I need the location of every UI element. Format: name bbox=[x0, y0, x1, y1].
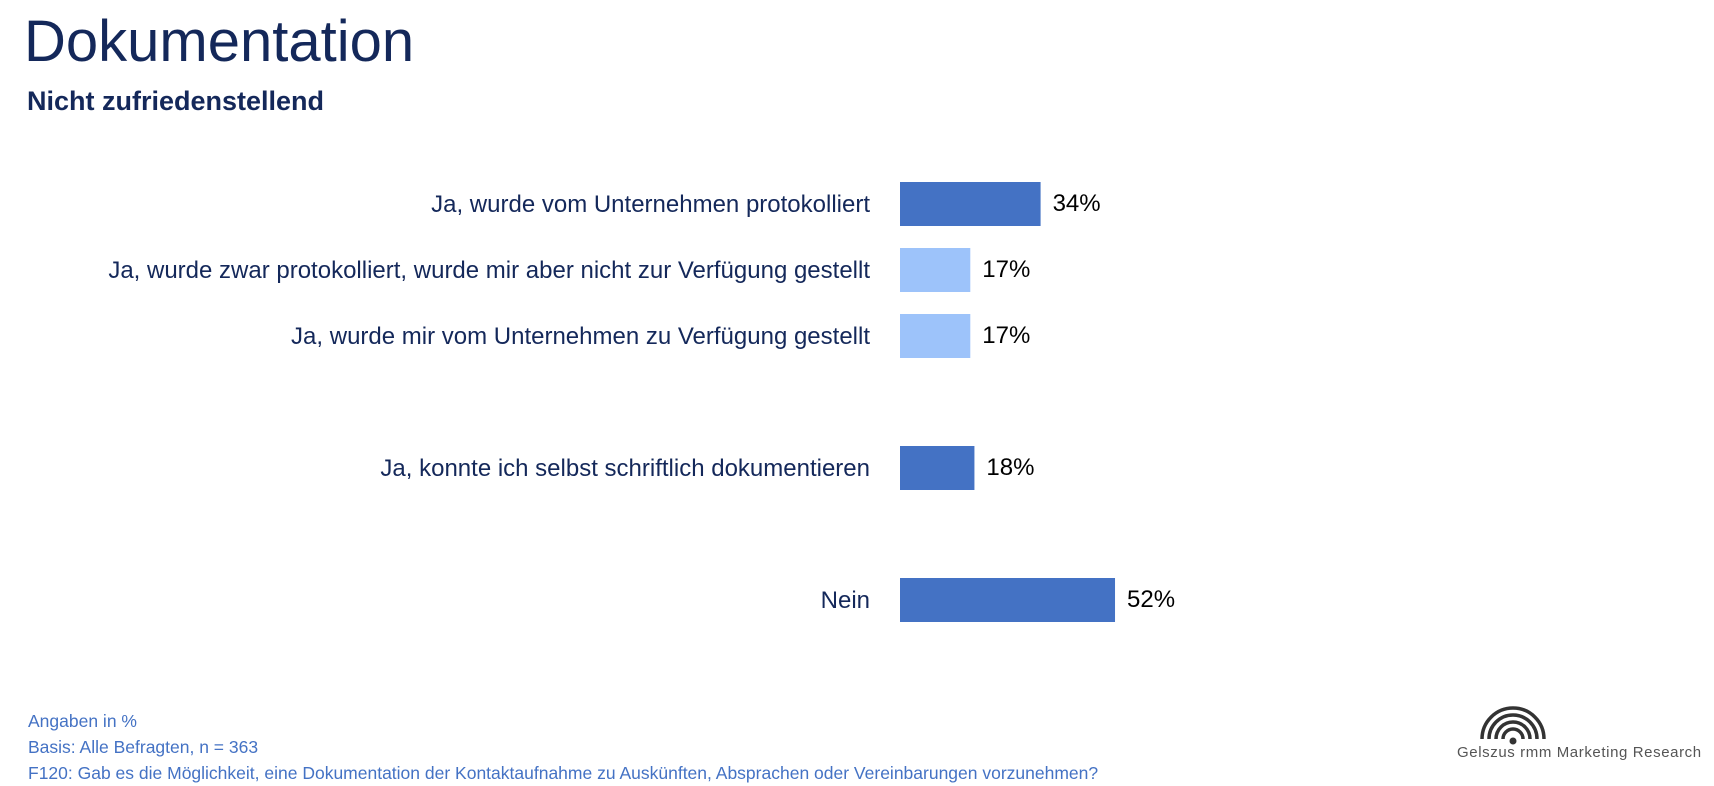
page-title: Dokumentation bbox=[24, 9, 415, 74]
bar bbox=[900, 446, 975, 490]
footer-question: F120: Gab es die Möglichkeit, eine Dokum… bbox=[28, 763, 1099, 783]
category-label: Ja, wurde mir vom Unternehmen zu Verfügu… bbox=[291, 323, 870, 350]
data-label: 34% bbox=[1053, 190, 1101, 217]
page-subtitle: Nicht zufriedenstellend bbox=[27, 86, 325, 116]
footer-basis: Basis: Alle Befragten, n = 363 bbox=[28, 737, 259, 757]
bar bbox=[900, 182, 1041, 226]
data-label: 17% bbox=[982, 322, 1030, 349]
category-label: Nein bbox=[821, 587, 870, 614]
category-label: Ja, wurde zwar protokolliert, wurde mir … bbox=[108, 257, 870, 284]
category-label: Ja, wurde vom Unternehmen protokolliert bbox=[431, 191, 870, 218]
footer-unit-note: Angaben in % bbox=[28, 711, 137, 731]
bar bbox=[900, 578, 1116, 622]
data-label: 52% bbox=[1127, 586, 1175, 613]
bar bbox=[900, 248, 971, 292]
category-label: Ja, konnte ich selbst schriftlich dokume… bbox=[380, 455, 870, 482]
data-label: 18% bbox=[986, 454, 1034, 481]
bar-chart: Ja, wurde vom Unternehmen protokolliert 3… bbox=[108, 182, 1175, 622]
footer: Angaben in % Basis: Alle Befragten, n = … bbox=[28, 708, 1098, 786]
bar bbox=[900, 314, 971, 358]
company-logo-icon bbox=[1480, 706, 1546, 745]
company-logo-text: Gelszus rmm Marketing Research bbox=[1457, 744, 1702, 761]
data-label: 17% bbox=[982, 256, 1030, 283]
